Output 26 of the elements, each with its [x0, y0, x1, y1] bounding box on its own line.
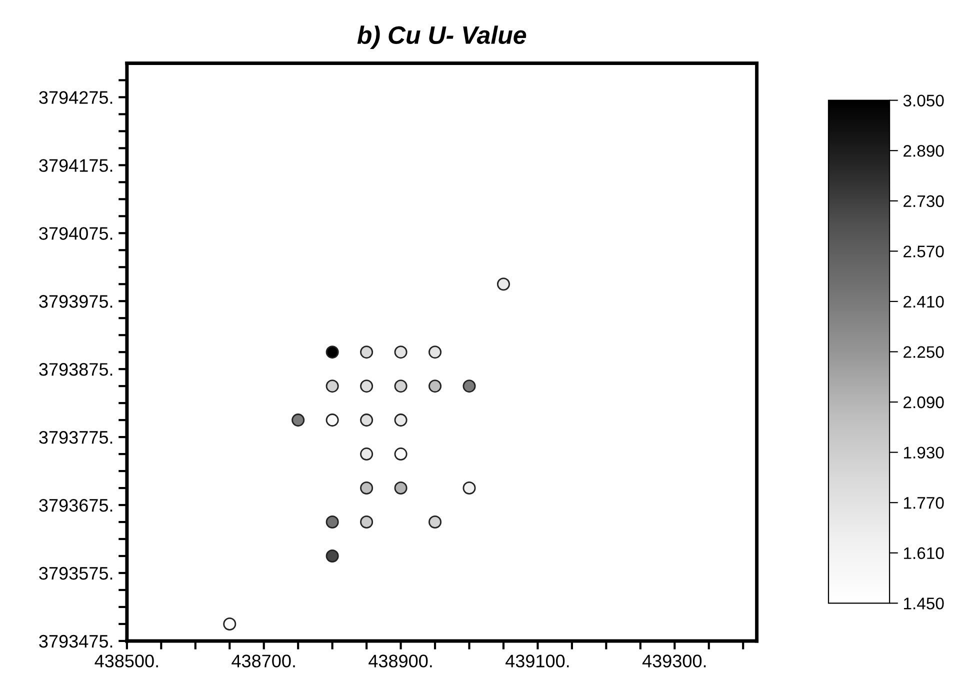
x-tick-label: 438500.: [94, 654, 158, 668]
y-tick-label: 3793475.: [39, 634, 112, 648]
y-tick-label: 3793975.: [39, 295, 112, 308]
color-bar-label: 1.930: [904, 446, 944, 459]
chart-title: b) Cu U- Value: [357, 26, 526, 49]
x-tick-label: 439300.: [642, 654, 706, 668]
y-tick-label: 3793775.: [39, 430, 112, 444]
y-tick-label: 3794075.: [39, 227, 112, 240]
color-bar-label: 2.570: [904, 246, 944, 258]
x-tick-label: 439100.: [505, 654, 569, 668]
color-bar-label: 1.450: [904, 598, 944, 610]
y-tick-label: 3794275.: [39, 91, 112, 104]
y-tick-label: 3793875.: [39, 363, 112, 376]
x-tick-label: 438700.: [232, 654, 295, 668]
color-bar-label: 2.090: [904, 396, 944, 408]
y-tick-label: 3794175.: [39, 159, 112, 172]
y-tick-label: 3793575.: [39, 566, 112, 580]
x-tick-label: 438900.: [368, 654, 432, 668]
color-bar-label: 2.250: [904, 346, 944, 358]
color-bar-label: 2.410: [904, 296, 944, 308]
color-bar-label: 1.770: [904, 497, 944, 509]
color-bar-label: 1.610: [904, 547, 944, 560]
color-bar-label: 2.730: [904, 195, 944, 208]
color-bar-label: 2.890: [904, 144, 944, 157]
color-bar-label: 3.050: [903, 94, 944, 107]
y-tick-label: 3793675.: [39, 498, 112, 512]
